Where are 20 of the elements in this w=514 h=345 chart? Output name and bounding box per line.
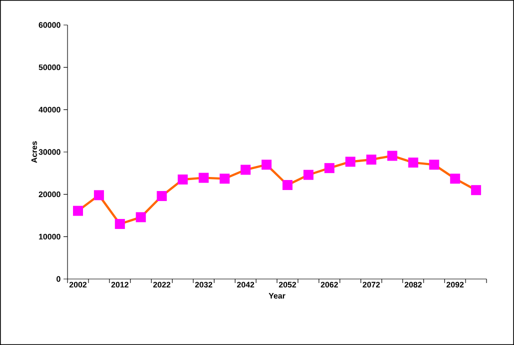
point xyxy=(156,191,167,202)
point xyxy=(345,156,356,167)
point xyxy=(324,163,334,174)
point xyxy=(220,174,230,184)
point xyxy=(94,190,104,200)
point xyxy=(198,172,209,183)
point xyxy=(136,212,146,222)
point xyxy=(471,185,482,196)
point xyxy=(178,174,188,185)
point xyxy=(429,160,440,170)
point xyxy=(240,164,251,175)
point xyxy=(73,206,84,216)
point xyxy=(366,154,376,165)
point xyxy=(262,160,272,170)
point xyxy=(408,158,418,168)
point xyxy=(303,170,314,180)
point xyxy=(450,174,460,184)
point xyxy=(387,150,398,161)
point xyxy=(114,218,125,229)
point xyxy=(282,180,293,190)
